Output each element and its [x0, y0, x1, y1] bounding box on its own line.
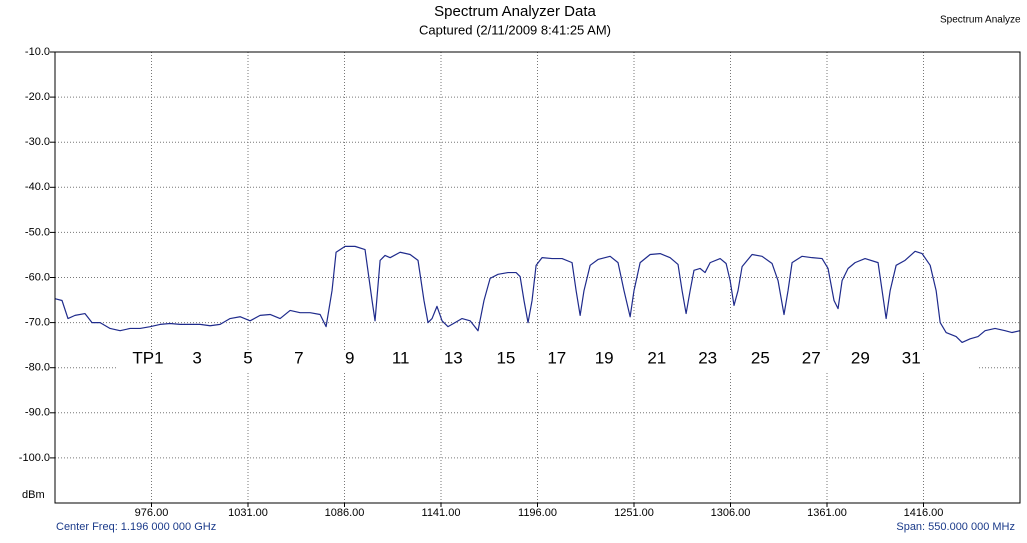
y-tick-label: -30.0 [25, 136, 50, 148]
y-tick-label: -20.0 [25, 91, 50, 103]
channel-label: 15 [496, 348, 515, 367]
y-tick-label: -50.0 [25, 226, 50, 238]
x-tick-label: 1306.00 [711, 507, 751, 519]
channel-label: 5 [243, 348, 252, 367]
y-tick-label: -90.0 [25, 407, 50, 419]
center-freq: Center Freq: 1.196 000 000 GHz [56, 521, 216, 533]
y-tick-label: -10.0 [25, 46, 50, 58]
x-tick-label: 1031.00 [228, 507, 268, 519]
x-tick-label: 1141.00 [422, 507, 461, 519]
legend-label: Spectrum Analyze [940, 15, 1021, 26]
y-tick-label: -100.0 [19, 452, 50, 464]
channel-label: 13 [444, 348, 463, 367]
channel-label: 25 [751, 348, 770, 367]
channel-label: 29 [851, 348, 870, 367]
channel-label: TP1 [132, 348, 163, 367]
y-tick-label: -40.0 [25, 181, 50, 193]
x-tick-label: 1361.00 [807, 507, 847, 519]
channel-label: 11 [392, 348, 410, 367]
channel-label: 21 [647, 348, 666, 367]
x-tick-label: 1251.00 [614, 507, 654, 519]
channel-label: 9 [345, 348, 354, 367]
channel-label: 17 [547, 348, 566, 367]
plot: TP1 3 5 7 9 11 13 15 17 19 21 23 25 27 29 31 [54, 245, 1021, 367]
channel-label: 19 [595, 348, 614, 367]
x-tick-label: 1196.00 [518, 507, 557, 519]
x-tick-label: 1416.00 [904, 507, 944, 519]
trace [54, 245, 1021, 344]
channel-label: 27 [802, 348, 821, 367]
x-tick-label: 976.00 [135, 507, 169, 519]
channel-label: 7 [294, 348, 303, 367]
label-box [118, 350, 978, 372]
plot-border [54, 51, 1021, 504]
y-tick-label: -60.0 [25, 271, 50, 283]
grid: -10.0 -20.0 -30.0 -40.0 -50.0 -60.0 -70.0 -80.0… [19, 46, 1020, 519]
channel-label: 23 [698, 348, 717, 367]
span: Span: 550.000 000 MHz [896, 521, 1015, 533]
x-tick-label: 1086.00 [325, 507, 365, 519]
y-tick-label: -80.0 [25, 362, 50, 374]
y-tick-label: -70.0 [25, 317, 50, 329]
y-axis-label: dBm [22, 489, 45, 501]
channel-label: 3 [192, 348, 201, 367]
channel-label: 31 [902, 348, 921, 367]
chart-title: Spectrum Analyzer Data [434, 3, 596, 20]
chart-subtitle: Captured (2/11/2009 8:41:25 AM) [419, 22, 611, 37]
